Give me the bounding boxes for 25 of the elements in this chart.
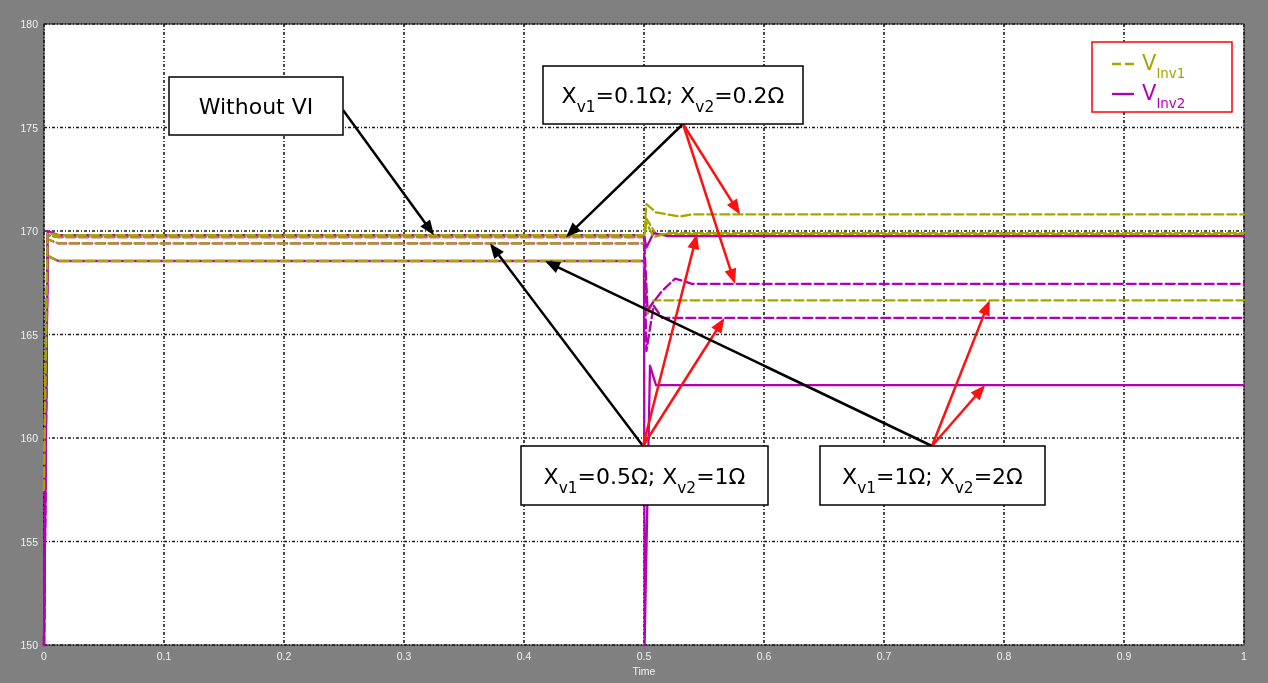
- annotation: X$_{v1}$=0.5Ω; X$_{v2}$=1Ω: [543, 463, 746, 497]
- x-tick-label: 0.3: [396, 650, 412, 662]
- annotation: X$_{v1}$=0.1Ω; X$_{v2}$=0.2Ω: [561, 83, 785, 116]
- annotation: Without VI: [198, 94, 314, 119]
- y-tick-label: 165: [20, 328, 39, 341]
- y-tick-label: 150: [20, 639, 39, 651]
- y-tick-label: 160: [20, 432, 39, 444]
- y-tick-label: 180: [20, 18, 39, 30]
- y-tick-label: 170: [20, 225, 39, 237]
- x-tick-label: 0.7: [876, 650, 892, 662]
- x-tick-label: 0.2: [276, 650, 292, 662]
- x-tick-label: 0.6: [756, 650, 772, 662]
- x-tick-label: 1: [1241, 650, 1248, 662]
- x-tick-label: 0: [41, 650, 48, 662]
- x-tick-label: 0.4: [516, 650, 532, 662]
- legend-label: V$_{Inv2}$: [1142, 81, 1186, 111]
- legend-label: V$_{Inv1}$: [1142, 51, 1186, 81]
- x-tick-label: 0.9: [1116, 650, 1132, 662]
- x-tick-label: 0.1: [156, 650, 172, 662]
- x-tick-label: 0.8: [996, 650, 1012, 662]
- x-axis-title: Time: [632, 665, 656, 677]
- y-tick-label: 155: [20, 535, 39, 548]
- annotation: X$_{v1}$=1Ω; X$_{v2}$=2Ω: [842, 463, 1023, 497]
- y-tick-label: 175: [20, 121, 39, 134]
- x-tick-label: 0.5: [636, 650, 652, 662]
